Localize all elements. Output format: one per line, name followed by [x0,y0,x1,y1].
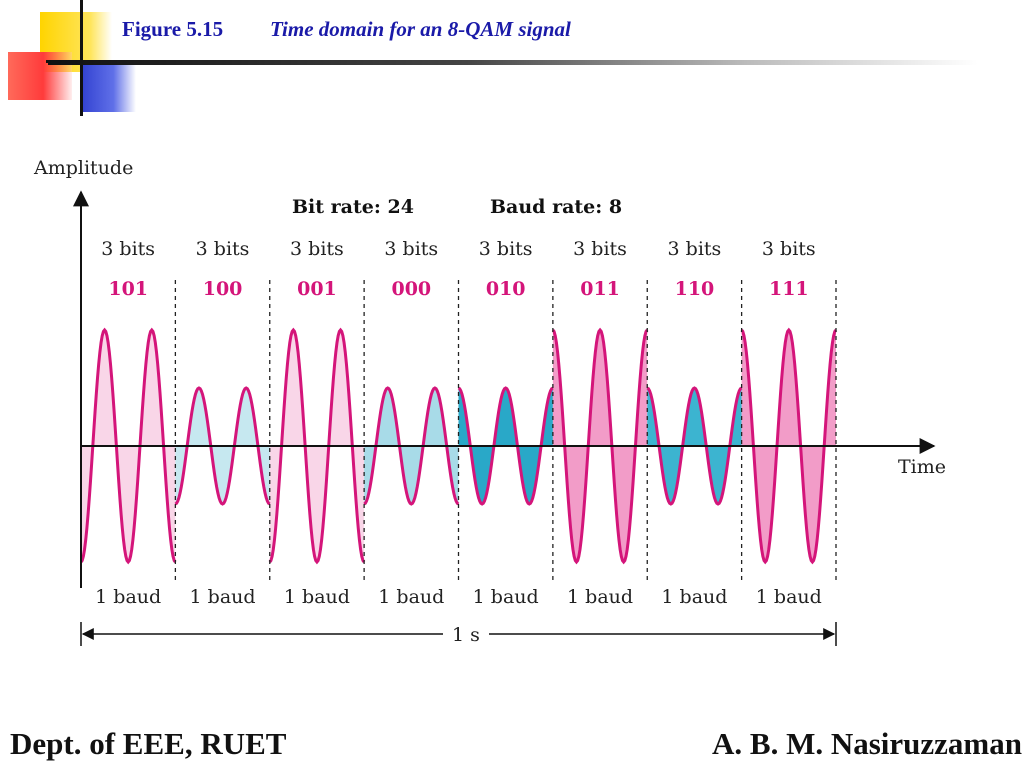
waveform-110 [646,386,743,506]
bits-value-label: 100 [203,278,243,300]
figure-title: Time domain for an 8-QAM signal [270,17,571,41]
bits-count-label: 3 bits [290,238,344,260]
baud-label: 1 baud [284,586,350,608]
axes [73,190,936,588]
duration-span: 1 s [80,622,837,646]
bits-value-label: 010 [486,278,526,300]
baud-rate-label: Baud rate: 8 [490,196,622,218]
footer-department: Dept. of EEE, RUET [10,726,287,761]
x-axis-label: Time [898,456,946,478]
baud-label: 1 baud [567,586,633,608]
bits-count-label: 3 bits [196,238,250,260]
footer-author: A. B. M. Nasiruzzaman [712,726,1022,761]
waveform-000 [363,386,460,506]
bits-value-label: 111 [769,278,809,300]
bits-value-label: 101 [108,278,148,300]
figure-number: Figure 5.15 [122,17,224,41]
baud-label: 1 baud [756,586,822,608]
bits-value-label: 011 [580,278,620,300]
bits-count-label: 3 bits [762,238,816,260]
baud-label: 1 baud [190,586,256,608]
bits-count-label: 3 bits [479,238,533,260]
waveform-100 [174,386,271,506]
baud-label: 1 baud [473,586,539,608]
bits-count-label: 3 bits [384,238,438,260]
baud-dividers [174,280,837,582]
header-rule [48,60,978,65]
bits-count-label: 3 bits [573,238,627,260]
bits-value-label: 000 [391,278,431,300]
logo-blue-block [80,60,136,112]
duration-label: 1 s [452,624,480,646]
baud-label: 1 baud [95,586,161,608]
baud-label: 1 baud [661,586,727,608]
waveform-011 [551,327,649,565]
baud-label: 1 baud [378,586,444,608]
segment-labels: 3 bits 101 1 baud 3 bits 100 1 baud 3 bits 001 1… [95,238,822,608]
waveforms [79,327,838,565]
waveform-001 [268,327,366,565]
bits-value-label: 001 [297,278,337,300]
bits-count-label: 3 bits [101,238,155,260]
waveform-101 [79,327,177,565]
bits-value-label: 110 [675,278,715,300]
logo-vertical-line [80,0,83,116]
bits-count-label: 3 bits [668,238,722,260]
bit-rate-label: Bit rate: 24 [292,196,414,218]
waveform-111 [740,327,838,565]
y-axis-label: Amplitude [33,157,133,179]
waveform-010 [457,386,554,506]
